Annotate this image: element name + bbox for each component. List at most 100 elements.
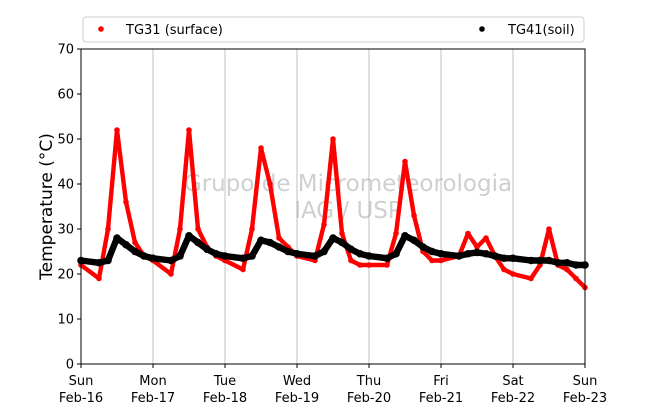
- x-tick-label-day: Sat: [502, 374, 523, 389]
- x-tick-label-day: Wed: [283, 374, 311, 389]
- series-tg41-soil: [77, 231, 589, 269]
- y-axis-label: Temperature (°C): [37, 133, 57, 281]
- legend-marker: [98, 26, 104, 32]
- data-point: [528, 275, 534, 282]
- data-point: [483, 235, 489, 241]
- y-tick-label: 0: [66, 358, 74, 373]
- data-point: [411, 212, 417, 219]
- x-tick-label-day: Mon: [139, 374, 166, 389]
- data-point: [527, 256, 535, 265]
- legend-marker: [479, 26, 485, 32]
- legend-box: [82, 16, 585, 43]
- plot-frame: [80, 48, 586, 365]
- data-point: [104, 256, 112, 265]
- data-point: [509, 254, 517, 263]
- x-tick-label-date: Feb-23: [563, 391, 607, 406]
- data-point: [284, 247, 292, 256]
- data-point: [132, 239, 138, 246]
- data-point: [330, 136, 336, 142]
- data-point: [384, 262, 390, 268]
- data-point: [329, 234, 337, 242]
- y-tick-label: 20: [57, 268, 74, 283]
- data-point: [348, 257, 354, 264]
- data-point: [203, 245, 211, 254]
- data-point: [438, 257, 444, 264]
- data-point: [564, 266, 570, 273]
- data-point: [429, 257, 435, 264]
- x-tick-label-day: Sun: [573, 374, 598, 389]
- x-tick-label-date: Feb-16: [59, 391, 103, 406]
- data-point: [96, 275, 102, 282]
- data-point: [554, 258, 562, 267]
- data-point: [410, 236, 418, 245]
- x-axis: Sun Feb-16 Mon Feb-17 Tue Feb-18 Wed Feb-19 Thu F…: [59, 364, 607, 406]
- data-point: [257, 236, 265, 245]
- data-point: [321, 221, 327, 228]
- x-tick-label-date: Feb-19: [275, 391, 319, 406]
- data-point: [167, 256, 175, 265]
- data-point: [195, 226, 201, 232]
- x-tick-label-day: Tue: [213, 374, 236, 389]
- data-point: [140, 252, 148, 260]
- data-point: [563, 258, 571, 267]
- data-point: [212, 249, 220, 258]
- data-point: [239, 254, 247, 263]
- data-point: [474, 244, 480, 250]
- x-tick-label-date: Feb-17: [131, 391, 175, 406]
- x-tick-label-day: Sun: [69, 374, 94, 389]
- data-point: [105, 226, 111, 232]
- data-point: [401, 231, 409, 240]
- data-point: [500, 254, 508, 263]
- y-tick-label: 70: [57, 43, 74, 58]
- data-point: [248, 252, 256, 260]
- data-point: [501, 266, 507, 273]
- data-point: [276, 235, 282, 241]
- data-point: [149, 254, 157, 263]
- data-point: [473, 248, 481, 257]
- data-point: [546, 226, 552, 232]
- data-point: [123, 199, 129, 205]
- data-point: [131, 247, 139, 256]
- data-point: [194, 238, 202, 247]
- data-point: [122, 240, 130, 249]
- data-point: [176, 252, 184, 260]
- data-point: [95, 258, 103, 267]
- legend-label: TG41(soil): [507, 23, 575, 38]
- data-point: [339, 230, 345, 237]
- data-point: [572, 261, 580, 269]
- data-point: [177, 226, 183, 232]
- data-point: [573, 275, 579, 282]
- data-point: [545, 256, 553, 265]
- data-point: [168, 271, 174, 277]
- data-point: [275, 243, 283, 251]
- data-point: [185, 231, 193, 240]
- data-point: [320, 247, 328, 256]
- data-point: [419, 243, 427, 251]
- data-point: [455, 252, 463, 260]
- y-axis: 0 10 20 30 40 50 60 70: [57, 43, 81, 373]
- data-point: [356, 249, 364, 258]
- data-point: [491, 252, 499, 260]
- legend-label: TG31 (surface): [125, 23, 223, 38]
- data-point: [482, 249, 490, 258]
- data-point: [114, 127, 120, 133]
- vertical-grid: [152, 49, 514, 364]
- data-point: [186, 127, 192, 133]
- y-tick-label: 10: [57, 313, 74, 328]
- data-point: [428, 247, 436, 256]
- data-point: [437, 249, 445, 258]
- x-tick-label-date: Feb-18: [203, 391, 247, 406]
- data-point: [402, 158, 408, 165]
- x-tick-label-date: Feb-21: [419, 391, 463, 406]
- data-point: [240, 266, 246, 273]
- data-point: [357, 262, 363, 268]
- data-point: [258, 145, 264, 151]
- data-point: [366, 262, 372, 268]
- y-tick-label: 60: [57, 88, 74, 103]
- x-tick-label-date: Feb-20: [347, 391, 391, 406]
- data-point: [221, 252, 229, 260]
- data-point: [347, 245, 355, 254]
- data-point: [311, 252, 319, 260]
